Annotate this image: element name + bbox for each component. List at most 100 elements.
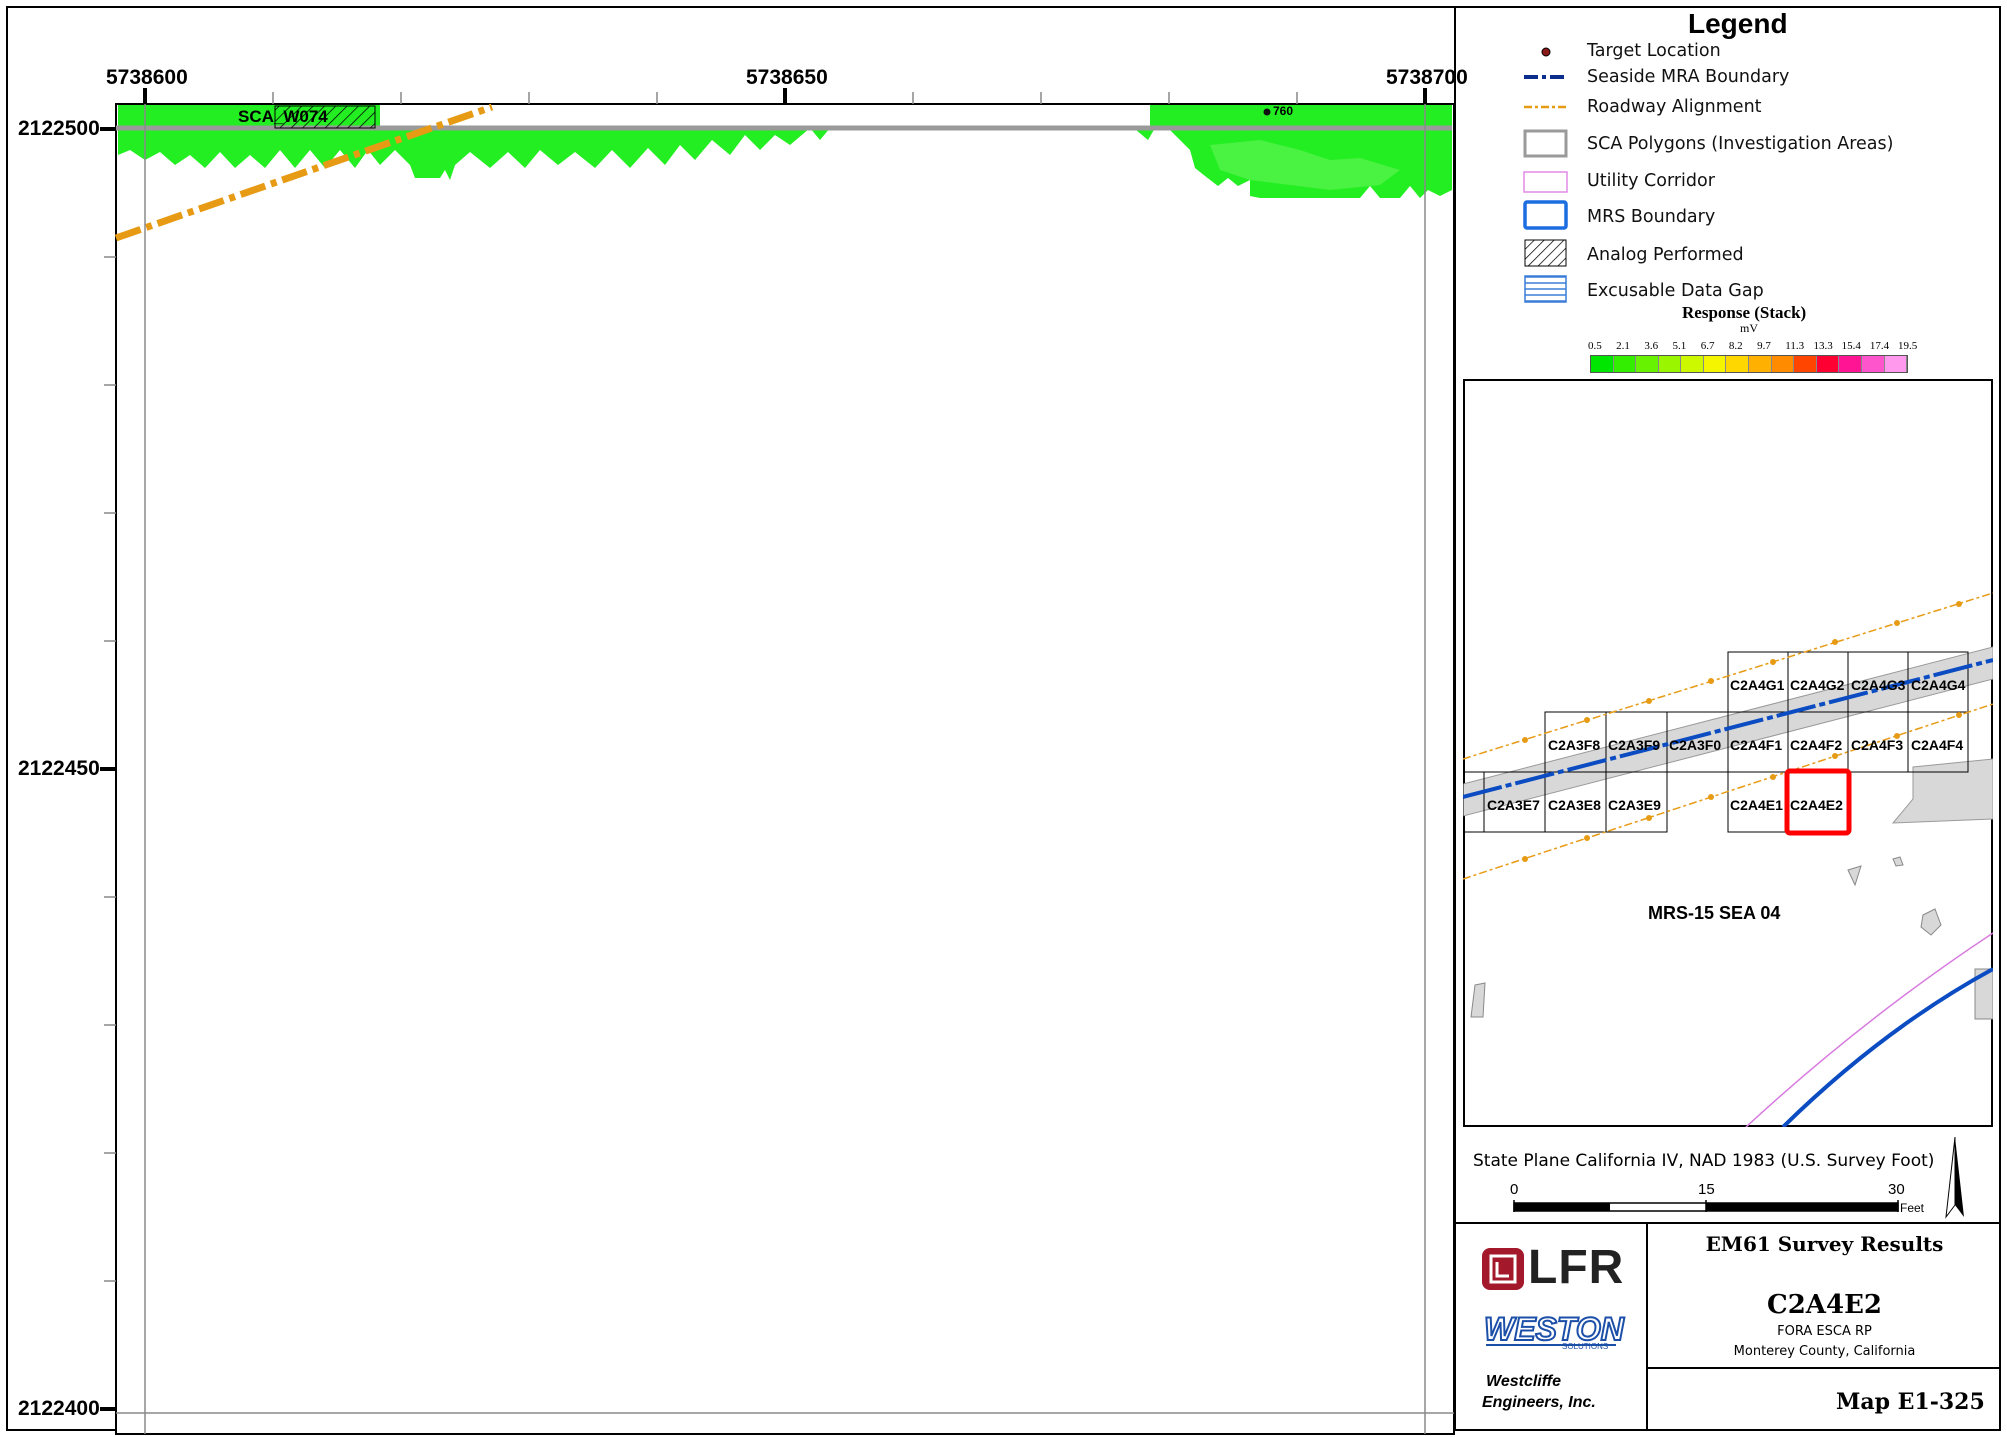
x-tick-label-2: 5738650 — [746, 66, 828, 89]
ramp-swatch-3 — [1658, 356, 1682, 372]
x-tick-label-3: 5738700 — [1386, 66, 1468, 89]
legend-label-sca: SCA Polygons (Investigation Areas) — [1587, 134, 1894, 154]
legend-label-roadway: Roadway Alignment — [1587, 97, 1762, 117]
north-arrow-icon — [1945, 1136, 1964, 1219]
response-scale-values: 0.5 2.1 3.6 5.1 6.7 8.2 9.7 11.3 13.3 15.4 17.4 19.… — [1588, 340, 1917, 354]
scale-value-label: 0.5 — [1588, 340, 1602, 352]
inset-label-C2A4E1: C2A4E1 — [1730, 797, 1783, 813]
scale-value-label: 17.4 — [1869, 340, 1890, 352]
inset-roadway-markers — [1522, 601, 1962, 862]
ramp-swatch-9 — [1794, 356, 1817, 372]
legend-label-mrs: MRS Boundary — [1587, 207, 1716, 227]
x-major-ticks — [143, 88, 1427, 104]
x-tick-label-1: 5738600 — [106, 66, 188, 89]
main-map[interactable] — [0, 0, 1460, 1437]
scale-value-label: 5.1 — [1672, 340, 1687, 352]
inset-label-C2A4E2: C2A4E2 — [1790, 797, 1843, 813]
inset-label-C2A4F4: C2A4F4 — [1911, 737, 1964, 753]
survey-title: EM61 Survey Results — [1705, 1232, 1944, 1256]
scale-value-label: 8.2 — [1728, 340, 1743, 352]
current-grid-highlight — [1784, 768, 1852, 836]
scale-value-label: 2.1 — [1616, 340, 1630, 352]
analog-performed-area — [274, 105, 376, 129]
inset-mrs-boundary — [1781, 967, 1993, 1127]
legend-label-utility: Utility Corridor — [1587, 171, 1715, 191]
inset-mra-boundary — [1463, 658, 1993, 799]
title-block-divider — [1646, 1222, 1648, 1431]
weston-underline — [1486, 1344, 1616, 1346]
ramp-swatch-12 — [1861, 356, 1885, 372]
weston-logo-sub: SOLUTIONS — [1562, 1342, 1609, 1351]
map-number: Map E1-325 — [1836, 1389, 1985, 1415]
inset-sca-fragment-3 — [1920, 908, 1942, 936]
ramp-swatch-13 — [1884, 356, 1908, 372]
legend-label-analog: Analog Performed — [1587, 245, 1744, 265]
target-dot-icon — [1541, 47, 1551, 57]
y-tick-label-2: 2122450 — [18, 757, 100, 780]
inset-sca-fragment-4 — [1470, 982, 1486, 1018]
ramp-swatch-7 — [1749, 356, 1772, 372]
legend-title: Legend — [1688, 8, 1788, 39]
scale-value-label: 11.3 — [1785, 340, 1805, 352]
scale-label-30: 30 — [1888, 1181, 1905, 1198]
inset-map[interactable] — [1463, 379, 1993, 1127]
inset-label-C2A4G3: C2A4G3 — [1851, 677, 1906, 693]
scale-value-label: 9.7 — [1757, 340, 1771, 352]
inset-label-C2A3E9: C2A3E9 — [1608, 797, 1661, 813]
scale-value-label: 19.5 — [1898, 340, 1918, 352]
ramp-swatch-0 — [1591, 356, 1614, 372]
inset-sca-fragment-5 — [1974, 968, 1993, 1020]
scale-value-label: 6.7 — [1700, 340, 1715, 352]
inset-label-C2A4F1: C2A4F1 — [1730, 737, 1783, 753]
hatch-box-icon — [1524, 239, 1567, 267]
x-minor-ticks — [272, 92, 1298, 104]
inset-roadway-south — [1463, 703, 1993, 880]
ramp-swatch-1 — [1613, 356, 1637, 372]
scale-value-label: 13.3 — [1813, 340, 1833, 352]
striped-box-icon — [1524, 275, 1567, 303]
inset-sca-fragment-1 — [1847, 865, 1862, 887]
inset-area-label: MRS-15 SEA 04 — [1648, 903, 1781, 923]
legend-label-mra: Seaside MRA Boundary — [1587, 67, 1790, 87]
westcliffe-line1: Westcliffe — [1486, 1373, 1561, 1390]
inset-label-C2A4F3: C2A4F3 — [1851, 737, 1904, 753]
response-title: Response (Stack) — [1682, 303, 1807, 322]
uncovered-band — [380, 105, 1150, 127]
inset-label-C2A3E8: C2A3E8 — [1548, 797, 1601, 813]
legend-symbols — [1523, 47, 1568, 303]
weston-logo: WESTON — [1483, 1311, 1625, 1347]
coverage-lighter-patch — [1210, 140, 1400, 190]
scale-label-0: 0 — [1510, 1181, 1519, 1198]
ramp-swatch-5 — [1703, 356, 1727, 372]
project-name: FORA ESCA RP — [1777, 1324, 1872, 1339]
grid-id-title: C2A4E2 — [1767, 1290, 1882, 1320]
projection-text: State Plane California IV, NAD 1983 (U.S… — [1473, 1151, 1935, 1171]
inset-label-C2A4G2: C2A4G2 — [1790, 677, 1845, 693]
y-tick-label-3: 2122400 — [18, 1397, 100, 1420]
legend-label-gap: Excusable Data Gap — [1587, 281, 1764, 301]
sca-label: SCA_W074 — [238, 107, 328, 126]
target-location-760[interactable] — [1263, 108, 1271, 116]
inset-label-C2A4G1: C2A4G1 — [1730, 677, 1785, 693]
lfr-logo-text: LFR — [1528, 1241, 1625, 1294]
title-block-hdivider — [1648, 1367, 2001, 1369]
inset-label-C2A3F8: C2A3F8 — [1548, 737, 1601, 753]
ramp-swatch-2 — [1636, 356, 1659, 372]
ramp-swatch-10 — [1816, 356, 1840, 372]
westcliffe-line2: Engineers, Inc. — [1482, 1394, 1596, 1411]
title-block — [1454, 1222, 2001, 1431]
target-label: 760 — [1273, 104, 1294, 118]
violet-box-icon — [1523, 171, 1568, 193]
gray-box-icon — [1523, 129, 1568, 158]
scale-value-label: 3.6 — [1644, 340, 1659, 352]
roadway-alignment — [114, 103, 494, 242]
side-panel — [1454, 6, 2001, 1431]
inset-roadway-north — [1463, 592, 1993, 760]
map-data-frame — [115, 103, 1455, 1435]
y-major-ticks — [100, 127, 116, 1411]
legend-label-target: Target Location — [1587, 41, 1721, 61]
inset-sca-area — [1891, 758, 1993, 824]
inset-label-C2A3F9: C2A3F9 — [1608, 737, 1661, 753]
lfr-logo-icon — [1482, 1248, 1524, 1290]
response-unit: mV — [1740, 321, 1758, 335]
